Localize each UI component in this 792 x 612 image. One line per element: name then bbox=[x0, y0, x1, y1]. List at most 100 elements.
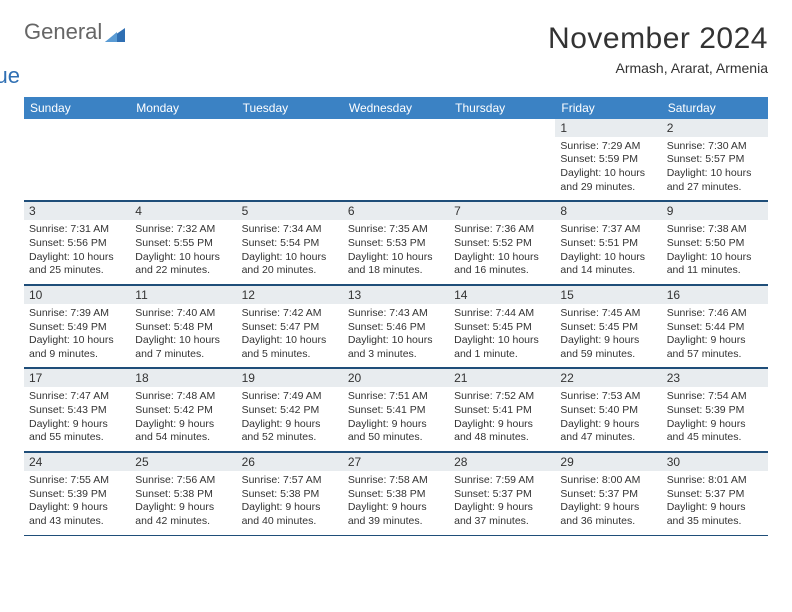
day-number: 20 bbox=[343, 368, 449, 387]
sunset-line: Sunset: 5:37 PM bbox=[454, 488, 550, 502]
calendar-table: Sunday Monday Tuesday Wednesday Thursday… bbox=[24, 97, 768, 536]
daylight-line: Daylight: 10 hours and 20 minutes. bbox=[242, 251, 338, 278]
daylight-line: Daylight: 9 hours and 40 minutes. bbox=[242, 501, 338, 528]
day-number: 3 bbox=[24, 201, 130, 220]
sunset-line: Sunset: 5:49 PM bbox=[29, 321, 125, 335]
calendar-cell: 25Sunrise: 7:56 AMSunset: 5:38 PMDayligh… bbox=[130, 452, 236, 536]
title-block: November 2024 Armash, Ararat, Armenia bbox=[548, 22, 768, 76]
day-content: Sunrise: 7:52 AMSunset: 5:41 PMDaylight:… bbox=[449, 387, 555, 451]
daylight-line: Daylight: 9 hours and 50 minutes. bbox=[348, 418, 444, 445]
daylight-line: Daylight: 10 hours and 16 minutes. bbox=[454, 251, 550, 278]
daylight-line: Daylight: 10 hours and 27 minutes. bbox=[667, 167, 763, 194]
calendar-cell: 21Sunrise: 7:52 AMSunset: 5:41 PMDayligh… bbox=[449, 368, 555, 452]
day-number: 5 bbox=[237, 201, 343, 220]
logo-triangle-icon bbox=[105, 25, 125, 46]
sunset-line: Sunset: 5:43 PM bbox=[29, 404, 125, 418]
calendar-cell: 14Sunrise: 7:44 AMSunset: 5:45 PMDayligh… bbox=[449, 284, 555, 368]
sunrise-line: Sunrise: 7:53 AM bbox=[560, 390, 656, 404]
daylight-line: Daylight: 9 hours and 37 minutes. bbox=[454, 501, 550, 528]
daylight-line: Daylight: 9 hours and 36 minutes. bbox=[560, 501, 656, 528]
calendar-cell bbox=[237, 119, 343, 201]
sunset-line: Sunset: 5:53 PM bbox=[348, 237, 444, 251]
calendar-cell: 10Sunrise: 7:39 AMSunset: 5:49 PMDayligh… bbox=[24, 284, 130, 368]
sunrise-line: Sunrise: 7:54 AM bbox=[667, 390, 763, 404]
col-saturday: Saturday bbox=[662, 97, 768, 119]
daylight-line: Daylight: 9 hours and 52 minutes. bbox=[242, 418, 338, 445]
day-content: Sunrise: 7:45 AMSunset: 5:45 PMDaylight:… bbox=[555, 304, 661, 368]
sunset-line: Sunset: 5:41 PM bbox=[348, 404, 444, 418]
calendar-cell: 19Sunrise: 7:49 AMSunset: 5:42 PMDayligh… bbox=[237, 368, 343, 452]
daylight-line: Daylight: 9 hours and 39 minutes. bbox=[348, 501, 444, 528]
col-sunday: Sunday bbox=[24, 97, 130, 119]
day-number: 10 bbox=[24, 285, 130, 304]
day-number: 17 bbox=[24, 368, 130, 387]
day-content bbox=[237, 123, 343, 181]
day-number: 23 bbox=[662, 368, 768, 387]
sunrise-line: Sunrise: 7:35 AM bbox=[348, 223, 444, 237]
daylight-line: Daylight: 10 hours and 29 minutes. bbox=[560, 167, 656, 194]
sunset-line: Sunset: 5:50 PM bbox=[667, 237, 763, 251]
calendar-page: General Blue November 2024 Armash, Arara… bbox=[0, 0, 792, 560]
calendar-cell: 26Sunrise: 7:57 AMSunset: 5:38 PMDayligh… bbox=[237, 452, 343, 536]
calendar-week-row: 10 Sunrise: 7:39 AMSunset: 5:49 PM Dayligh… bbox=[24, 284, 768, 368]
col-friday: Friday bbox=[555, 97, 661, 119]
daylight-line: Daylight: 10 hours and 18 minutes. bbox=[348, 251, 444, 278]
calendar-week-row: 3Sunrise: 7:31 AMSunset: 5:56 PMDaylight… bbox=[24, 201, 768, 285]
sunrise-line: Sunrise: 7:32 AM bbox=[135, 223, 231, 237]
day-content bbox=[343, 123, 449, 181]
sunrise-line: Sunrise: 8:00 AM bbox=[560, 474, 656, 488]
sunrise-line: Sunrise: 7:31 AM bbox=[29, 223, 125, 237]
day-content: Sunrise: 7:57 AMSunset: 5:38 PMDaylight:… bbox=[237, 471, 343, 535]
sunrise-line: Sunrise: 7:44 AM bbox=[454, 307, 550, 321]
sunrise-line: Sunrise: 7:39 AM bbox=[29, 307, 125, 321]
calendar-week-row: 1Sunrise: 7:29 AMSunset: 5:59 PMDaylight… bbox=[24, 119, 768, 201]
day-number: 2 bbox=[662, 119, 768, 137]
sunrise-line: Sunrise: 7:36 AM bbox=[454, 223, 550, 237]
day-content: Sunrise: 7:35 AMSunset: 5:53 PMDaylight:… bbox=[343, 220, 449, 284]
day-number: 27 bbox=[343, 452, 449, 471]
day-content bbox=[24, 123, 130, 181]
calendar-cell: 22Sunrise: 7:53 AMSunset: 5:40 PMDayligh… bbox=[555, 368, 661, 452]
day-content: Sunrise: 7:40 AMSunset: 5:48 PMDaylight:… bbox=[130, 304, 236, 368]
daylight-line: Daylight: 10 hours and 25 minutes. bbox=[29, 251, 125, 278]
day-content: Sunrise: 7:38 AMSunset: 5:50 PMDaylight:… bbox=[662, 220, 768, 284]
calendar-cell: 8Sunrise: 7:37 AMSunset: 5:51 PMDaylight… bbox=[555, 201, 661, 285]
day-number: 26 bbox=[237, 452, 343, 471]
col-monday: Monday bbox=[130, 97, 236, 119]
sunset-line: Sunset: 5:37 PM bbox=[560, 488, 656, 502]
day-content: Sunrise: 7:37 AMSunset: 5:51 PMDaylight:… bbox=[555, 220, 661, 284]
calendar-cell: 23Sunrise: 7:54 AMSunset: 5:39 PMDayligh… bbox=[662, 368, 768, 452]
calendar-cell: 27Sunrise: 7:58 AMSunset: 5:38 PMDayligh… bbox=[343, 452, 449, 536]
logo-word-general: General bbox=[24, 19, 102, 44]
logo-text: General Blue bbox=[24, 22, 125, 87]
calendar-cell: 17Sunrise: 7:47 AMSunset: 5:43 PMDayligh… bbox=[24, 368, 130, 452]
calendar-cell: 7Sunrise: 7:36 AMSunset: 5:52 PMDaylight… bbox=[449, 201, 555, 285]
day-number: 12 bbox=[237, 285, 343, 304]
daylight-line: Daylight: 10 hours and 14 minutes. bbox=[560, 251, 656, 278]
day-number: 16 bbox=[662, 285, 768, 304]
daylight-line: Daylight: 9 hours and 59 minutes. bbox=[560, 334, 656, 361]
day-content bbox=[449, 123, 555, 181]
sunrise-line: Sunrise: 7:38 AM bbox=[667, 223, 763, 237]
day-number: 7 bbox=[449, 201, 555, 220]
day-content: Sunrise: 7:47 AMSunset: 5:43 PMDaylight:… bbox=[24, 387, 130, 451]
day-number: 11 bbox=[130, 285, 236, 304]
day-content: Sunrise: 7:59 AMSunset: 5:37 PMDaylight:… bbox=[449, 471, 555, 535]
day-content: Sunrise: 7:43 AMSunset: 5:46 PMDaylight:… bbox=[343, 304, 449, 368]
day-content: Sunrise: 7:58 AMSunset: 5:38 PMDaylight:… bbox=[343, 471, 449, 535]
day-content: Sunrise: 7:49 AMSunset: 5:42 PMDaylight:… bbox=[237, 387, 343, 451]
sunset-line: Sunset: 5:46 PM bbox=[348, 321, 444, 335]
calendar-cell: 15Sunrise: 7:45 AMSunset: 5:45 PMDayligh… bbox=[555, 284, 661, 368]
day-number: 9 bbox=[662, 201, 768, 220]
calendar-header-row: Sunday Monday Tuesday Wednesday Thursday… bbox=[24, 97, 768, 119]
sunrise-line: Sunrise: 7:46 AM bbox=[667, 307, 763, 321]
daylight-line: Daylight: 10 hours and 1 minute. bbox=[454, 334, 550, 361]
calendar-week-row: 17Sunrise: 7:47 AMSunset: 5:43 PMDayligh… bbox=[24, 368, 768, 452]
sunset-line: Sunset: 5:38 PM bbox=[135, 488, 231, 502]
sunset-line: Sunset: 5:47 PM bbox=[242, 321, 338, 335]
calendar-cell: 16Sunrise: 7:46 AMSunset: 5:44 PMDayligh… bbox=[662, 284, 768, 368]
day-content: Sunrise: 7:46 AMSunset: 5:44 PMDaylight:… bbox=[662, 304, 768, 368]
sunset-line: Sunset: 5:48 PM bbox=[135, 321, 231, 335]
sunset-line: Sunset: 5:51 PM bbox=[560, 237, 656, 251]
sunrise-line: Sunrise: 7:52 AM bbox=[454, 390, 550, 404]
